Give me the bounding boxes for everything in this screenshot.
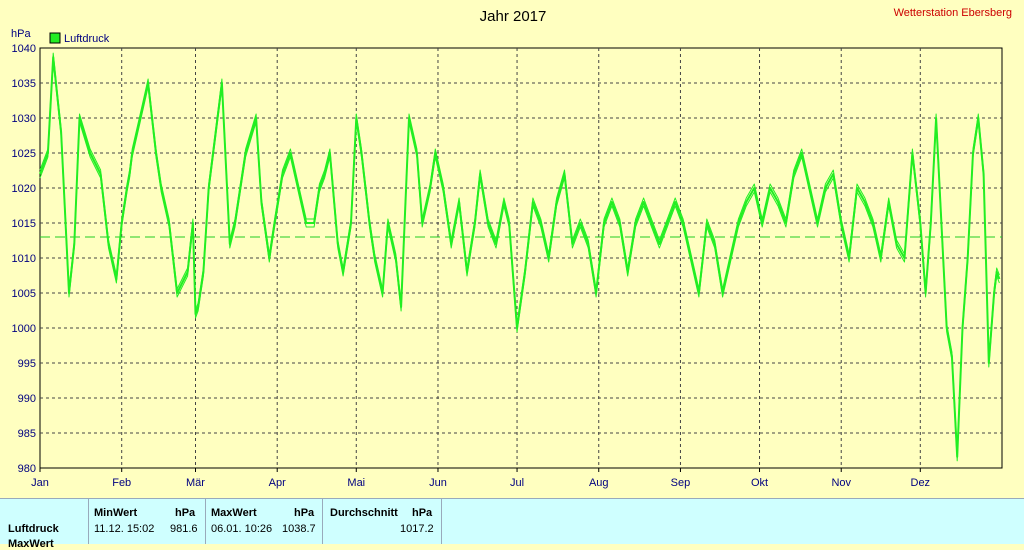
max-unit: hPa [294,507,315,519]
y-tick-label: 1035 [12,78,36,90]
max-time: 06.01. 10:26 [211,523,273,535]
x-axis: Jan Feb Mär Apr Mai Jun Jul Aug Sep Okt Nov Dez [31,468,930,489]
x-tick-label: Nov [831,477,851,489]
x-tick-label: Sep [671,477,691,489]
x-tick-label: Jan [31,477,49,489]
stats-max-column: MaxWert hPa 06.01. 10:26 1038.7 [205,499,323,544]
y-tick-label: 990 [18,393,36,405]
stats-min-column: MinWert hPa 11.12. 15:02 981.6 [88,499,206,544]
y-tick-label: 995 [18,358,36,370]
x-tick-label: Apr [269,477,286,489]
y-tick-label: 1030 [12,113,36,125]
stats-panel: Luftdruck MaxWert MinWert hPa 11.12. 15:… [0,498,1024,550]
chart-title: Jahr 2017 [480,8,547,25]
x-tick-label: Jun [429,477,447,489]
max-value: 1038.7 [282,523,316,535]
grid [40,48,1002,468]
y-tick-label: 1025 [12,148,36,160]
stats-label-column: Luftdruck MaxWert [0,499,89,550]
y-tick-label: 1040 [12,43,36,55]
x-tick-label: Aug [589,477,609,489]
y-tick-label: 980 [18,463,36,475]
y-tick-label: 1020 [12,183,36,195]
y-tick-label: 1015 [12,218,36,230]
chart: Jahr 2017 Wetterstation Ebersberg hPa Lu… [11,7,1012,489]
min-header: MinWert [94,507,138,519]
stats-avg-column: Durchschnitt hPa 1017.2 [322,499,442,544]
min-value: 981.6 [170,523,198,535]
avg-unit: hPa [412,507,433,519]
series-luftdruck [39,52,1001,462]
stats-row-label: Luftdruck [8,523,59,535]
y-tick-label: 1010 [12,253,36,265]
y-tick-label: 1000 [12,323,36,335]
legend-label: Luftdruck [64,33,110,45]
x-tick-label: Mai [347,477,365,489]
x-tick-label: Dez [911,477,931,489]
y-axis-unit: hPa [11,28,31,40]
min-time: 11.12. 15:02 [94,523,155,535]
y-tick-label: 985 [18,428,36,440]
series-line [39,56,1001,458]
x-tick-label: Feb [112,477,131,489]
x-tick-label: Mär [186,477,205,489]
y-axis: 980 985 990 995 1000 1005 1010 1015 1020 1025 1030… [12,43,36,475]
y-tick-label: 1005 [12,288,36,300]
x-tick-label: Jul [510,477,524,489]
max-header: MaxWert [211,507,257,519]
min-unit: hPa [175,507,196,519]
avg-value: 1017.2 [400,523,434,535]
legend-swatch [49,32,61,44]
avg-header: Durchschnitt [330,507,398,519]
x-tick-label: Okt [751,477,768,489]
station-name: Wetterstation Ebersberg [894,7,1012,19]
stats-row-label: MaxWert [8,538,54,550]
